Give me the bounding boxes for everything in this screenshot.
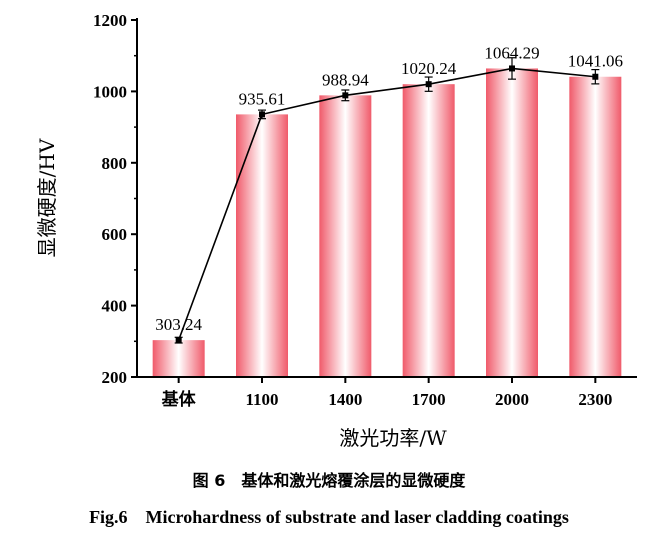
x-tick-label-2: 1400 — [328, 390, 362, 409]
data-point-2 — [342, 92, 349, 99]
value-label-3: 1020.24 — [401, 59, 457, 78]
x-tick-label-3: 1700 — [412, 390, 446, 409]
x-tick-label-4: 2000 — [495, 390, 529, 409]
points-group — [175, 65, 599, 344]
data-point-0 — [175, 337, 182, 344]
axes-group: 200 400 600 800 1000 1200 基体 1100 1400 1700 2000 23… — [93, 11, 637, 409]
value-label-4: 1064.29 — [484, 43, 539, 62]
data-point-1 — [259, 111, 265, 118]
y-tick-label-600: 600 — [102, 225, 128, 244]
y-axis-title: 显微硬度/HV — [35, 138, 59, 257]
figure-caption-english: Fig.6 Microhardness of substrate and las… — [89, 507, 569, 527]
trend-line — [177, 67, 596, 341]
y-tick-label-1000: 1000 — [93, 82, 127, 101]
x-tick-label-1: 1100 — [245, 390, 278, 409]
data-point-5 — [592, 73, 599, 80]
value-labels-group: 303.24 935.61 988.94 1020.24 1064.29 1041.06 — [155, 43, 623, 334]
bar-3 — [402, 84, 455, 377]
bar-4 — [486, 68, 538, 377]
y-tick-label-1200: 1200 — [93, 11, 127, 30]
value-label-0: 303.24 — [155, 315, 202, 334]
y-tick-label-200: 200 — [102, 368, 128, 387]
bars-group — [152, 68, 622, 377]
data-point-3 — [425, 81, 432, 88]
x-axis-title: 激光功率/W — [339, 426, 447, 450]
x-tick-label-0: 基体 — [161, 389, 197, 409]
bar-0 — [152, 340, 205, 377]
data-point-4 — [509, 65, 515, 72]
figure-caption-chinese: 图 6 基体和激光熔覆涂层的显微硬度 — [192, 471, 466, 490]
y-tick-label-800: 800 — [102, 154, 128, 173]
x-tick-label-5: 2300 — [578, 390, 612, 409]
y-tick-label-400: 400 — [102, 297, 128, 316]
bar-2 — [319, 95, 372, 377]
bar-5 — [569, 76, 622, 377]
bar-1 — [236, 114, 288, 377]
value-label-1: 935.61 — [239, 89, 286, 108]
value-label-5: 1041.06 — [568, 52, 623, 71]
trend-line-group — [177, 67, 596, 341]
value-label-2: 988.94 — [322, 70, 369, 89]
